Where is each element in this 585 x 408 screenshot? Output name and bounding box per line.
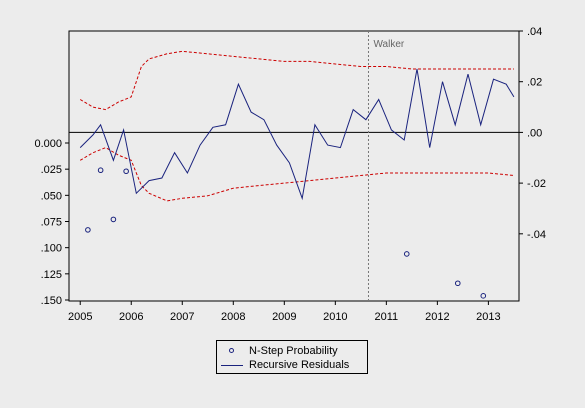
left-tick-label-4: .100: [41, 243, 62, 255]
walker-annotation-label: Walker: [373, 39, 404, 50]
confidence-bands: [79, 50, 514, 202]
legend-entry-n-step: N-Step Probability: [217, 344, 367, 358]
n-step-probability-series: [85, 167, 487, 299]
x-tick-label-0: 2005: [68, 311, 92, 323]
x-tick-label-5: 2010: [323, 311, 347, 323]
right-tick-label-2: .00: [527, 127, 542, 139]
legend-label-residuals: Recursive Residuals: [249, 359, 350, 371]
circle-marker-icon: [229, 348, 234, 353]
recursive-residuals-series: [79, 68, 515, 201]
right-tick-label-3: -.02: [527, 178, 546, 190]
right-tick-label-0: .04: [527, 26, 542, 38]
x-tick-label-6: 2011: [375, 311, 399, 323]
band-line-3: [79, 147, 514, 202]
left-tick-label-6: .150: [41, 295, 62, 307]
x-tick-label-3: 2008: [221, 311, 245, 323]
x-tick-label-2: 2007: [170, 311, 194, 323]
right-tick-label-1: .02: [527, 77, 542, 89]
band-line-2: [79, 50, 514, 111]
n-step-point-5: [454, 280, 461, 287]
left-axis: 0.000 .025 .050 .075 .100 .125 .150: [34, 138, 69, 307]
left-tick-label-5: .125: [41, 269, 62, 281]
n-step-point-1: [97, 167, 104, 174]
legend-entry-residuals: Recursive Residuals: [217, 358, 367, 372]
n-step-point-6: [480, 293, 487, 299]
x-axis: 2005 2006 2007 2008 2009 2010 2011 2012 2013: [68, 301, 501, 323]
x-tick-label-7: 2012: [425, 311, 449, 323]
left-tick-label-1: .025: [41, 164, 62, 176]
n-step-point-3: [123, 168, 129, 175]
line-marker-icon: [221, 365, 243, 366]
x-tick-label-4: 2009: [272, 311, 296, 323]
plot-frame: [68, 30, 520, 302]
x-tick-label-8: 2013: [476, 311, 500, 323]
right-tick-label-4: -.04: [527, 229, 546, 241]
legend-label-n-step: N-Step Probability: [249, 345, 338, 357]
right-axis: .04 .02 .00 -.02 -.04: [519, 26, 546, 241]
residuals-line: [79, 68, 515, 201]
n-step-point-2: [110, 216, 117, 223]
n-step-point-4: [403, 251, 410, 257]
n-step-point-0: [85, 227, 91, 233]
legend: N-Step Probability Recursive Residuals: [216, 340, 368, 374]
left-tick-label-0: 0.000: [34, 138, 62, 150]
x-tick-label-1: 2006: [119, 311, 143, 323]
left-tick-label-3: .075: [41, 217, 62, 229]
left-tick-label-2: .050: [41, 190, 62, 202]
